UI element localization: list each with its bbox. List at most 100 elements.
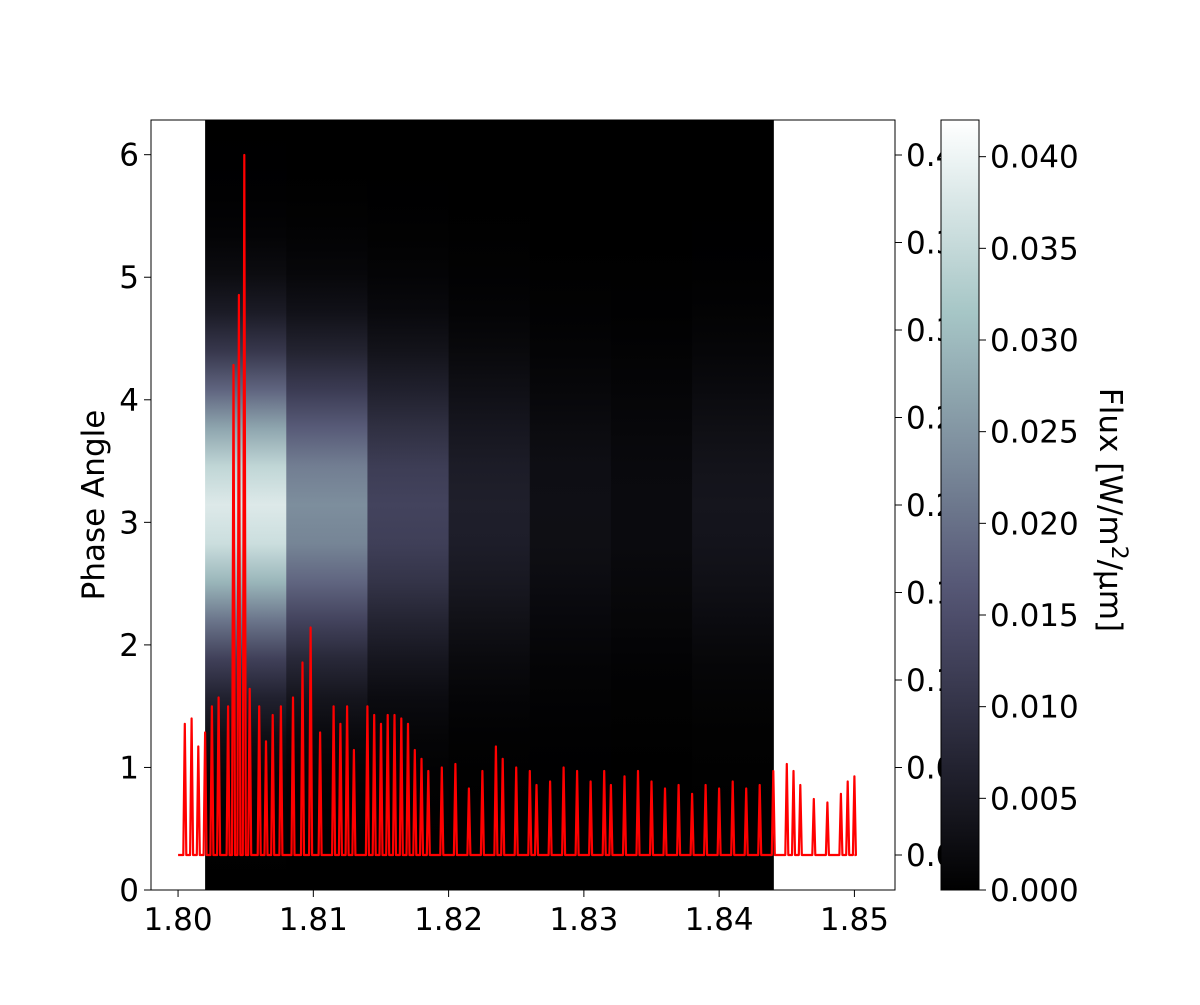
x-tick-label: 1.84 xyxy=(685,902,754,938)
flux-peak-point xyxy=(217,696,220,699)
y-tick-label: 2 xyxy=(119,628,139,664)
flux-peak-point xyxy=(332,705,335,708)
flux-peak-point xyxy=(292,696,294,699)
flux-peak-point xyxy=(265,740,267,743)
flux-peak-point xyxy=(280,705,282,708)
flux-peak-point xyxy=(393,714,396,716)
flux-peak-point xyxy=(184,723,186,725)
flux-line-series xyxy=(178,153,858,857)
colorbar-tick-label: 0.030 xyxy=(990,323,1079,359)
flux-peak-point xyxy=(373,714,376,716)
flux-peak-point xyxy=(366,705,369,708)
flux-peak-point xyxy=(501,758,504,760)
flux-peak-point xyxy=(197,745,200,748)
flux-peak-point xyxy=(386,714,389,716)
flux-peak-point xyxy=(603,770,605,772)
flux-peak-point xyxy=(454,763,457,765)
flux-peak-point xyxy=(704,784,707,786)
x-tick-label: 1.81 xyxy=(279,902,348,938)
flux-peak-point xyxy=(745,787,747,790)
flux-peak-point xyxy=(731,780,734,783)
colorbar-axis: 0.000 0.005 0.010 0.015 0.020 0.025 0.030 0.035… xyxy=(979,140,1079,909)
flux-peak-point xyxy=(840,793,842,795)
flux-peak-point xyxy=(232,364,235,366)
heatmap-band xyxy=(286,120,369,890)
colorbar-gradient xyxy=(941,120,979,890)
flux-peak-point xyxy=(826,801,829,804)
flux-peak-point xyxy=(427,770,430,772)
x-axis: 1.80 1.81 1.82 1.83 1.84 1.85 xyxy=(144,890,889,938)
flux-peak-point xyxy=(227,705,229,708)
y-tick-label: 1 xyxy=(119,750,139,786)
flux-peak-point xyxy=(319,731,321,734)
flux-peak-point xyxy=(535,784,538,786)
flux-peak-point xyxy=(243,154,246,156)
colorbar-tick-label: 0.025 xyxy=(990,415,1079,451)
flux-peak-point xyxy=(549,780,551,783)
flux-peak-point xyxy=(238,294,240,296)
flux-peak-point xyxy=(772,770,775,772)
heatmap-band xyxy=(448,120,531,890)
y-tick-label: 0 xyxy=(119,873,139,909)
colorbar-tick-label: 0.000 xyxy=(990,873,1079,909)
flux-peak-point xyxy=(441,766,443,769)
flux-peak-point xyxy=(799,784,802,786)
flux-peak-point xyxy=(691,793,693,795)
flux-peak-point xyxy=(211,705,213,708)
flux-peak-point xyxy=(495,745,497,748)
flux-peak-point xyxy=(718,787,720,790)
flux-peak-point xyxy=(623,775,626,778)
flux-line xyxy=(178,153,858,857)
flux-peak-point xyxy=(846,780,849,783)
flux-peak-point xyxy=(339,723,342,725)
y-axis: 0 1 2 3 4 5 6 xyxy=(119,138,151,909)
x-tick-label: 1.85 xyxy=(820,902,889,938)
flux-peak-point xyxy=(400,717,403,720)
flux-peak-point xyxy=(380,723,382,725)
flux-peak-point xyxy=(650,780,653,783)
flux-peak-point xyxy=(353,749,355,751)
colorbar-tick-label: 0.005 xyxy=(990,781,1079,817)
flux-peak-point xyxy=(468,787,470,790)
flux-peak-point xyxy=(589,780,592,783)
flux-peak-point xyxy=(576,770,578,772)
x-tick-label: 1.82 xyxy=(414,902,483,938)
flux-peak-point xyxy=(562,766,565,769)
flux-peak-point xyxy=(258,705,261,708)
flux-peak-point xyxy=(610,784,612,786)
flux-peak-point xyxy=(529,770,531,772)
colorbar-tick-label: 0.035 xyxy=(990,231,1079,267)
flux-peak-point xyxy=(515,766,517,769)
colorbar-frame xyxy=(940,119,980,891)
flux-peak-point xyxy=(792,770,795,772)
flux-peak-point xyxy=(853,775,856,778)
y-tick-label: 6 xyxy=(119,138,139,174)
y-axis-label: Phase Angle xyxy=(76,410,112,601)
x-tick-label: 1.83 xyxy=(549,902,618,938)
heatmap-band xyxy=(610,120,693,890)
flux-peak-point xyxy=(407,723,409,725)
flux-peak-point xyxy=(664,787,666,790)
heatmap xyxy=(205,120,774,890)
heatmap-band xyxy=(529,120,612,890)
flux-peak-point xyxy=(414,749,416,751)
flux-peak-point xyxy=(420,758,423,760)
flux-peak-point xyxy=(190,717,193,720)
flux-peak-point xyxy=(758,784,761,786)
flux-peak-point xyxy=(309,626,312,629)
flux-peak-point xyxy=(346,705,348,708)
colorbar-tick-label: 0.015 xyxy=(990,598,1079,634)
flux-peak-point xyxy=(271,714,274,716)
y-tick-label: 4 xyxy=(119,383,139,419)
colorbar-label: Flux [W/m2/μm] xyxy=(1092,388,1131,632)
flux-peak-point xyxy=(813,798,815,800)
flux-peak-point xyxy=(786,763,788,765)
flux-peak-point xyxy=(481,770,484,772)
heatmap-band xyxy=(692,120,774,890)
colorbar-tick-label: 0.040 xyxy=(990,140,1079,176)
x-tick-label: 1.80 xyxy=(144,902,213,938)
flux-peak-point xyxy=(677,784,680,786)
flux-peak-point xyxy=(301,661,304,664)
